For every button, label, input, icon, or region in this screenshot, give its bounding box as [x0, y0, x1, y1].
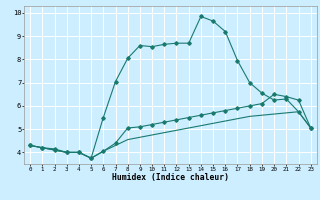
- X-axis label: Humidex (Indice chaleur): Humidex (Indice chaleur): [112, 173, 229, 182]
